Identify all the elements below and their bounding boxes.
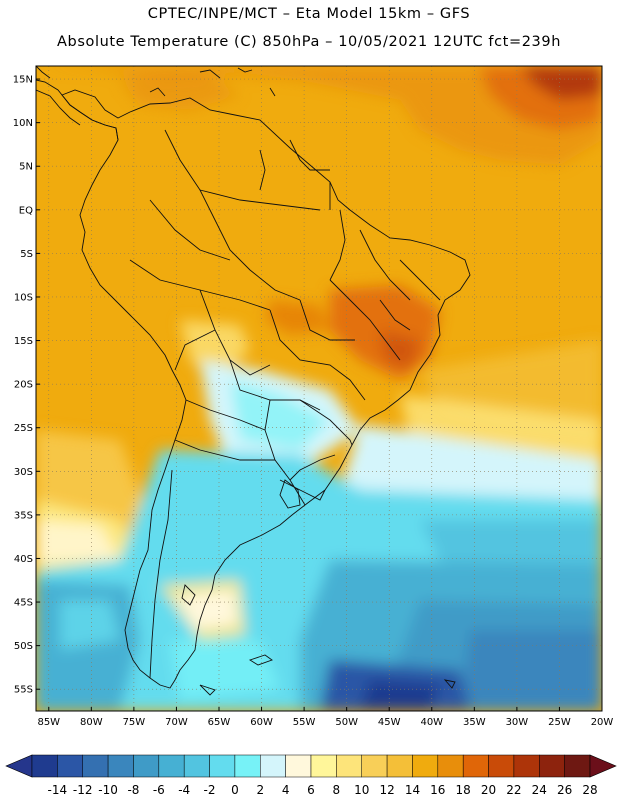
colorbar-swatch: [386, 754, 413, 778]
lat-tick-label: 50S: [14, 641, 33, 652]
colorbar-label: 20: [481, 783, 496, 797]
colorbar-label: -6: [153, 783, 165, 797]
lon-tick-label: 35W: [463, 717, 486, 728]
lon-tick-label: 80W: [80, 717, 103, 728]
colorbar-label: 26: [557, 783, 572, 797]
lon-tick-label: 75W: [123, 717, 146, 728]
colorbar-label: -4: [178, 783, 190, 797]
colorbar-swatch: [260, 754, 286, 778]
colorbar-swatch: [488, 754, 515, 778]
colorbar-label: 6: [307, 783, 315, 797]
map-frame: [35, 65, 603, 712]
colorbar-labels: -14 -12 -10 -8 -6 -4 -2 0 2 4 6 8 10 12 14 16 18 20 22 24 26…: [48, 783, 598, 797]
colorbar-swatch: [234, 754, 261, 778]
colorbar: [5, 754, 617, 778]
colorbar-label: 12: [379, 783, 394, 797]
colorbar-swatch: [31, 754, 58, 778]
title-line-2: Absolute Temperature (C) 850hPa – 10/05/…: [57, 34, 561, 50]
latitude-axis: 15N 10N 5N EQ 5S 10S 15S 20S 25S 30S 35S 40S 45S 50S 5…: [13, 75, 40, 696]
colorbar-swatch: [564, 754, 591, 778]
lat-tick-label: 15N: [13, 75, 33, 86]
lat-tick-label: 15S: [14, 336, 33, 347]
colorbar-swatch: [412, 754, 439, 778]
lon-tick-label: 25W: [548, 717, 571, 728]
colorbar-swatch: [183, 754, 210, 778]
colorbar-label: 16: [430, 783, 445, 797]
lon-tick-label: 55W: [293, 717, 316, 728]
lat-tick-label: 35S: [14, 510, 33, 521]
coastlines: [36, 66, 471, 696]
colorbar-swatch: [158, 754, 185, 778]
colorbar-label: -12: [73, 783, 93, 797]
lon-tick-label: 60W: [250, 717, 273, 728]
lat-tick-label: EQ: [19, 205, 33, 216]
colorbar-swatch: [57, 754, 83, 778]
title-line-1: CPTEC/INPE/MCT – Eta Model 15km – GFS: [147, 6, 471, 22]
colorbar-label: 4: [282, 783, 290, 797]
colorbar-label: -10: [98, 783, 118, 797]
temperature-field: [36, 66, 602, 711]
longitude-axis: 85W 80W 75W 70W 65W 60W 55W 50W 45W 40W 35W 30W 25W 2…: [37, 707, 613, 728]
lat-tick-label: 55S: [14, 685, 33, 696]
colorbar-label: -8: [127, 783, 139, 797]
colorbar-label: 2: [256, 783, 264, 797]
lon-tick-label: 85W: [37, 717, 60, 728]
lat-tick-label: 40S: [14, 554, 33, 565]
lat-tick-label: 25S: [14, 423, 33, 434]
colorbar-label: 8: [333, 783, 341, 797]
colorbar-label: 24: [532, 783, 547, 797]
colorbar-swatch: [462, 754, 489, 778]
colorbar-label: -14: [48, 783, 68, 797]
lat-tick-label: 30S: [14, 467, 33, 478]
lon-tick-label: 30W: [506, 717, 529, 728]
colorbar-swatch: [285, 754, 312, 778]
colorbar-high-triangle: [589, 754, 617, 778]
colorbar-swatch: [437, 754, 464, 778]
lon-tick-label: 50W: [335, 717, 358, 728]
lon-tick-label: 20W: [591, 717, 614, 728]
colorbar-swatch: [107, 754, 134, 778]
colorbar-swatch: [539, 754, 565, 778]
colorbar-label: 10: [354, 783, 369, 797]
lon-tick-label: 70W: [165, 717, 188, 728]
colorbar-swatch: [361, 754, 388, 778]
lon-tick-label: 65W: [208, 717, 231, 728]
lat-tick-label: 10N: [13, 118, 33, 129]
colorbar-label: 0: [231, 783, 239, 797]
colorbar-swatch: [82, 754, 109, 778]
colorbar-swatch: [209, 754, 236, 778]
colorbar-label: 14: [405, 783, 420, 797]
lon-tick-label: 40W: [420, 717, 443, 728]
colorbar-swatch: [310, 754, 337, 778]
lat-tick-label: 5S: [20, 249, 33, 260]
colorbar-label: 18: [456, 783, 471, 797]
colorbar-swatch: [513, 754, 540, 778]
colorbar-label: 28: [582, 783, 597, 797]
lat-tick-label: 20S: [14, 380, 33, 391]
lat-tick-label: 5N: [19, 162, 33, 173]
colorbar-swatch: [336, 754, 362, 778]
lon-tick-label: 45W: [378, 717, 401, 728]
colorbar-low-triangle: [5, 754, 33, 778]
lat-tick-label: 45S: [14, 598, 33, 609]
colorbar-label: 22: [506, 783, 521, 797]
colorbar-label: -2: [204, 783, 216, 797]
colorbar-swatch: [133, 754, 160, 778]
lat-tick-label: 10S: [14, 292, 33, 303]
